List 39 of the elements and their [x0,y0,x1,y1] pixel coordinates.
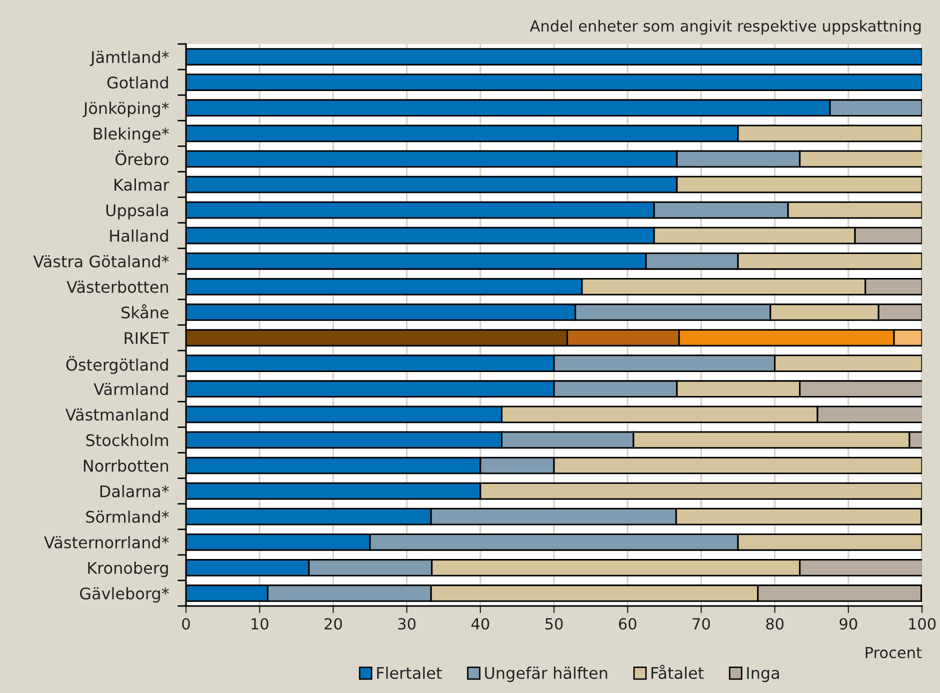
y-tick-label: Västra Götaland* [33,255,169,268]
y-tick-label: Jämtland* [90,50,169,66]
legend-label: Ungefär hälften [485,666,608,682]
x-tick-label: 50 [545,618,563,630]
y-tick-label: Norrbotten [84,459,168,472]
y-tick-label: Östergötland [66,356,168,374]
x-tick-label: 70 [692,618,710,630]
chart-title: Andel enheter som angivit respektive uppskattning [530,20,921,35]
y-tick-label: Dalarna* [100,484,169,498]
legend-label: Flertalet [377,666,442,679]
y-tick-label: Värmland [94,382,168,396]
x-tick-label: 0 [182,618,190,630]
y-tick-label: Kronoberg [88,562,168,578]
x-tick-label: 30 [398,618,416,630]
y-tick-label: Uppsala [106,204,168,220]
y-tick-label: Skåne [122,304,168,319]
y-tick-label: Gotland [107,76,168,89]
x-tick-label: 90 [840,618,858,630]
x-tick-label: 10 [252,618,268,630]
y-tick-label: Västmanland [65,408,168,421]
x-tick-label: 100 [909,618,936,630]
y-tick-label: Kalmar [114,178,170,191]
y-tick-label: Blekinge* [94,127,169,143]
x-tick-label: 20 [324,618,342,630]
y-tick-label: Gävleborg* [80,587,169,603]
y-tick-label: Jönköping* [82,102,169,118]
y-tick-label: Örebro [116,150,168,166]
y-tick-label: Halland [110,230,168,242]
x-tick-label: 60 [618,618,636,630]
y-tick-label: Sörmland* [86,510,169,523]
y-tick-label: RIKET [124,332,170,344]
x-axis-title: Procent [866,646,922,658]
legend-label: Fåtalet [652,664,704,679]
x-tick-label: 80 [766,618,784,630]
legend-label: Inga [747,667,779,682]
y-tick-label: Västerbotten [66,280,168,293]
x-tick-label: 40 [471,618,490,630]
y-tick-label: Västernorrland* [44,536,169,548]
y-tick-label: Stockholm [86,434,168,446]
